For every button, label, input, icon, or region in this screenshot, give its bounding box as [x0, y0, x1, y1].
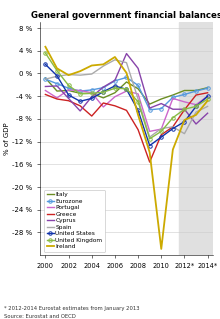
Text: Source: Eurostat and OECD: Source: Eurostat and OECD — [4, 314, 76, 319]
Bar — [179, 22, 213, 255]
Legend: Italy, Eurozone, Portugal, Greece, Cyprus, Spain, United States, United Kingdom,: Italy, Eurozone, Portugal, Greece, Cypru… — [44, 189, 105, 252]
Text: * 2012-2014 Eurostat estimates from January 2013: * 2012-2014 Eurostat estimates from Janu… — [4, 306, 140, 311]
Y-axis label: % of GDP: % of GDP — [4, 122, 10, 155]
Title: General government financial balances: General government financial balances — [31, 11, 220, 20]
